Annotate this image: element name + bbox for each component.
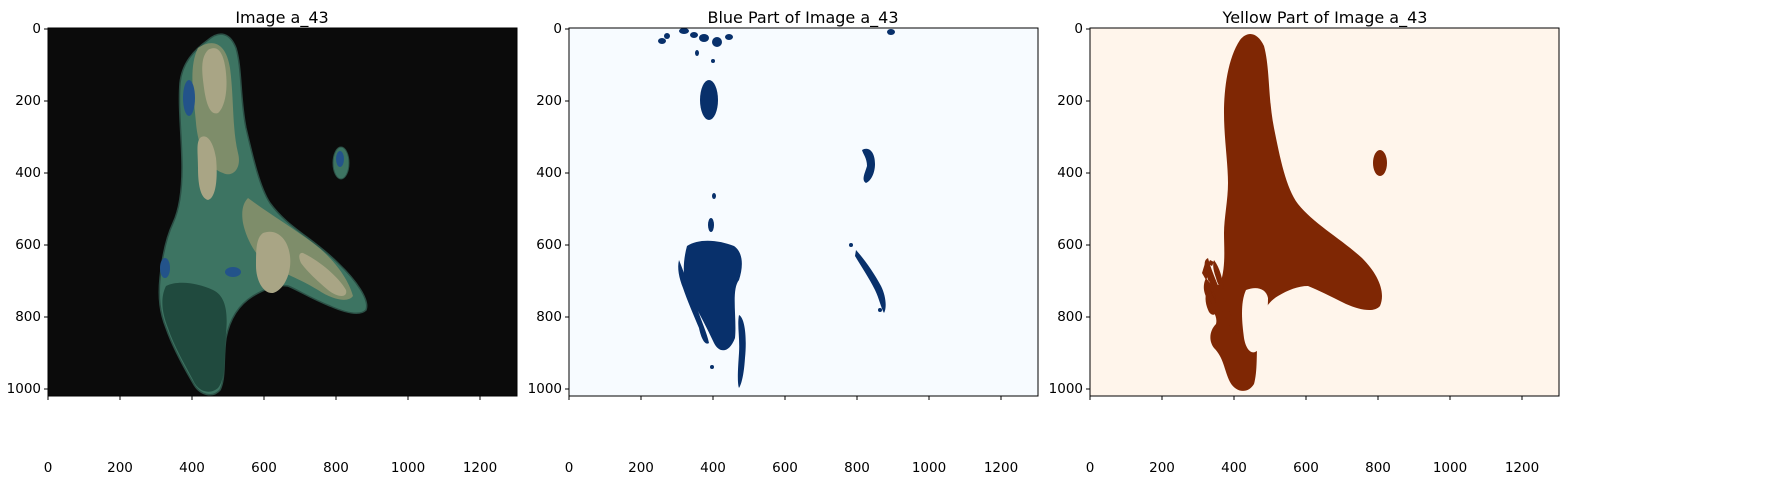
panel-1-light-region-arm xyxy=(299,252,347,296)
panel-3-xtick: 600 xyxy=(1293,460,1319,476)
tick-marks xyxy=(44,28,1523,400)
panel-1-xtick: 400 xyxy=(179,460,205,476)
panel-2-xtick: 1000 xyxy=(911,460,947,476)
panel-1-blue-spot-top xyxy=(183,80,195,116)
panel-1-xtick: 600 xyxy=(251,460,277,476)
panel-1-ytick: 600 xyxy=(15,237,41,253)
panel-2-mask-shapes xyxy=(658,28,895,388)
panel-1-blue-spot-mid xyxy=(225,267,241,277)
panel-1-ytick: 1000 xyxy=(6,381,41,397)
panel-3-background xyxy=(1090,28,1559,396)
panel-1-xtick: 200 xyxy=(107,460,133,476)
panel-3-xtick: 800 xyxy=(1365,460,1391,476)
panel-2-ytick: 800 xyxy=(536,309,562,325)
panel-2-ytick: 1000 xyxy=(527,381,562,397)
panel-1-xtick: 800 xyxy=(323,460,349,476)
panel-3-plot xyxy=(1089,27,1560,397)
panel-3-xtick: 200 xyxy=(1149,460,1175,476)
panel-2-ytick: 0 xyxy=(553,21,562,37)
panel-1-light-region-top xyxy=(202,48,227,114)
panel-2-ytick: 200 xyxy=(536,93,562,109)
panel-3-ytick: 800 xyxy=(1057,309,1083,325)
panel-1-xtick: 1200 xyxy=(462,460,498,476)
panel-2-ytick: 600 xyxy=(536,237,562,253)
panel-1-blue-spot-left xyxy=(160,258,170,278)
panel-1-xtick: 1000 xyxy=(390,460,426,476)
panel-2-xtick: 200 xyxy=(628,460,654,476)
panel-3-xtick: 400 xyxy=(1221,460,1247,476)
panel-3-ytick: 0 xyxy=(1074,21,1083,37)
panel-1-background xyxy=(48,28,517,396)
panel-1-ytick: 800 xyxy=(15,309,41,325)
panel-3-xtick: 1000 xyxy=(1432,460,1468,476)
panel-2-plot xyxy=(568,27,1039,397)
panel-1-ytick: 0 xyxy=(32,21,41,37)
panel-3-ytick: 400 xyxy=(1057,165,1083,181)
panel-3-ytick: 200 xyxy=(1057,93,1083,109)
panel-1-title: Image a_43 xyxy=(235,8,329,27)
panel-2-xtick: 400 xyxy=(700,460,726,476)
panel-1-light-region-low xyxy=(256,231,291,294)
panel-1-plot xyxy=(47,27,518,397)
panel-2-title: Blue Part of Image a_43 xyxy=(707,8,899,27)
panel-1-dark-region xyxy=(162,282,227,392)
panel-2-xtick: 1200 xyxy=(983,460,1019,476)
panel-3-xtick: 1200 xyxy=(1504,460,1540,476)
panel-3-title: Yellow Part of Image a_43 xyxy=(1222,8,1428,27)
panel-3-ytick: 600 xyxy=(1057,237,1083,253)
panel-2-xtick: 800 xyxy=(844,460,870,476)
panel-2-xtick: 600 xyxy=(772,460,798,476)
panel-2-xtick: 0 xyxy=(564,460,574,476)
panel-1-ytick: 200 xyxy=(15,93,41,109)
panel-3-xtick: 0 xyxy=(1085,460,1095,476)
panel-2-background xyxy=(569,28,1038,396)
panel-3-ytick: 1000 xyxy=(1048,381,1083,397)
panel-2-ytick: 400 xyxy=(536,165,562,181)
panel-1-light-region-mid xyxy=(197,136,217,200)
panel-1-ytick: 400 xyxy=(15,165,41,181)
panel-1-xtick: 0 xyxy=(43,460,53,476)
panel-1-small-blob-core xyxy=(336,151,344,167)
